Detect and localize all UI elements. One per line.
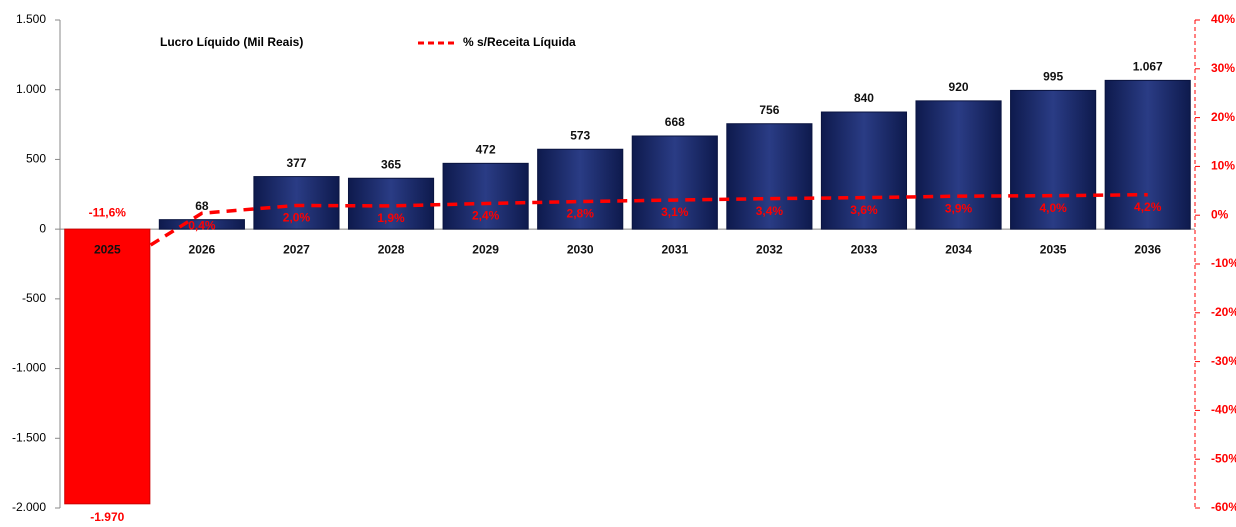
bar xyxy=(347,177,435,230)
y2-tick-label: -30% xyxy=(1211,354,1236,368)
x-tick-label: 2026 xyxy=(189,242,216,256)
line-value-label: 3,4% xyxy=(756,204,784,218)
x-tick-label: 2025 xyxy=(94,242,121,256)
value-label: 1.067 xyxy=(1133,60,1163,74)
y2-tick-label: -20% xyxy=(1211,305,1236,319)
bar xyxy=(915,100,1002,230)
y2-tick-label: 0% xyxy=(1211,207,1229,221)
value-label: 668 xyxy=(665,115,685,129)
line-value-label: -11,6% xyxy=(89,205,127,219)
x-tick-label: 2029 xyxy=(472,242,499,256)
y2-tick-label: -60% xyxy=(1211,500,1236,514)
x-tick-label: 2034 xyxy=(945,242,972,256)
value-label: 68 xyxy=(195,199,209,213)
value-label: -1.970 xyxy=(90,510,124,524)
line-value-label: 4,2% xyxy=(1134,200,1162,214)
x-tick-label: 2032 xyxy=(756,242,783,256)
bar xyxy=(537,148,624,230)
value-label: 995 xyxy=(1043,70,1063,84)
y-tick-label: 1.500 xyxy=(16,12,46,26)
bar xyxy=(631,135,718,230)
legend-label: % s/Receita Líquida xyxy=(463,35,576,49)
x-tick-label: 2027 xyxy=(283,242,310,256)
bar xyxy=(64,228,151,505)
line-value-label: 2,4% xyxy=(472,209,500,223)
value-label: 920 xyxy=(949,80,969,94)
y2-tick-label: 20% xyxy=(1211,110,1235,124)
value-label: 573 xyxy=(570,128,590,142)
line-value-label: 0,4% xyxy=(188,218,216,232)
value-label: 377 xyxy=(286,156,306,170)
x-tick-label: 2035 xyxy=(1040,242,1067,256)
legend-label: Lucro Líquido (Mil Reais) xyxy=(160,35,303,49)
value-label: 472 xyxy=(476,143,496,157)
x-tick-label: 2030 xyxy=(567,242,594,256)
bar xyxy=(1010,89,1097,230)
line xyxy=(106,192,1148,274)
y-tick-label: -1.500 xyxy=(12,430,46,444)
x-tick-label: 2031 xyxy=(661,242,688,256)
x-tick-label: 2036 xyxy=(1134,242,1161,256)
line-value-label: 3,9% xyxy=(945,201,973,215)
bar xyxy=(158,219,245,230)
bar xyxy=(726,123,813,230)
x-tick-label: 2028 xyxy=(378,242,405,256)
value-label: 756 xyxy=(759,103,779,117)
y-tick-label: 1.000 xyxy=(16,82,46,96)
y2-tick-label: 40% xyxy=(1211,12,1235,26)
line-value-label: 3,1% xyxy=(661,205,689,219)
bar xyxy=(253,176,340,230)
y-tick-label: -500 xyxy=(22,291,46,305)
y2-tick-label: -10% xyxy=(1211,256,1236,270)
line-value-label: 4,0% xyxy=(1039,201,1067,215)
bar xyxy=(1104,79,1191,230)
y2-tick-label: -50% xyxy=(1211,451,1236,465)
bar xyxy=(820,111,908,230)
value-label: 365 xyxy=(381,157,401,171)
x-tick-label: 2033 xyxy=(851,242,878,256)
line-value-label: 1,9% xyxy=(377,211,405,225)
y2-tick-label: 30% xyxy=(1211,61,1235,75)
y-tick-label: 500 xyxy=(26,152,46,166)
legend: Lucro Líquido (Mil Reais) % s/Receita Lí… xyxy=(160,35,576,49)
bar xyxy=(442,162,529,230)
y-tick-label: -2.000 xyxy=(12,500,46,514)
line-value-label: 3,6% xyxy=(850,203,878,217)
value-label: 840 xyxy=(854,91,874,105)
y-tick-label: -1.000 xyxy=(12,361,46,375)
y-tick-label: 0 xyxy=(39,221,46,235)
line-value-label: 2,8% xyxy=(567,207,595,221)
y2-tick-label: 10% xyxy=(1211,159,1235,173)
y2-tick-label: -40% xyxy=(1211,403,1236,417)
line-value-label: 2,0% xyxy=(283,211,311,225)
